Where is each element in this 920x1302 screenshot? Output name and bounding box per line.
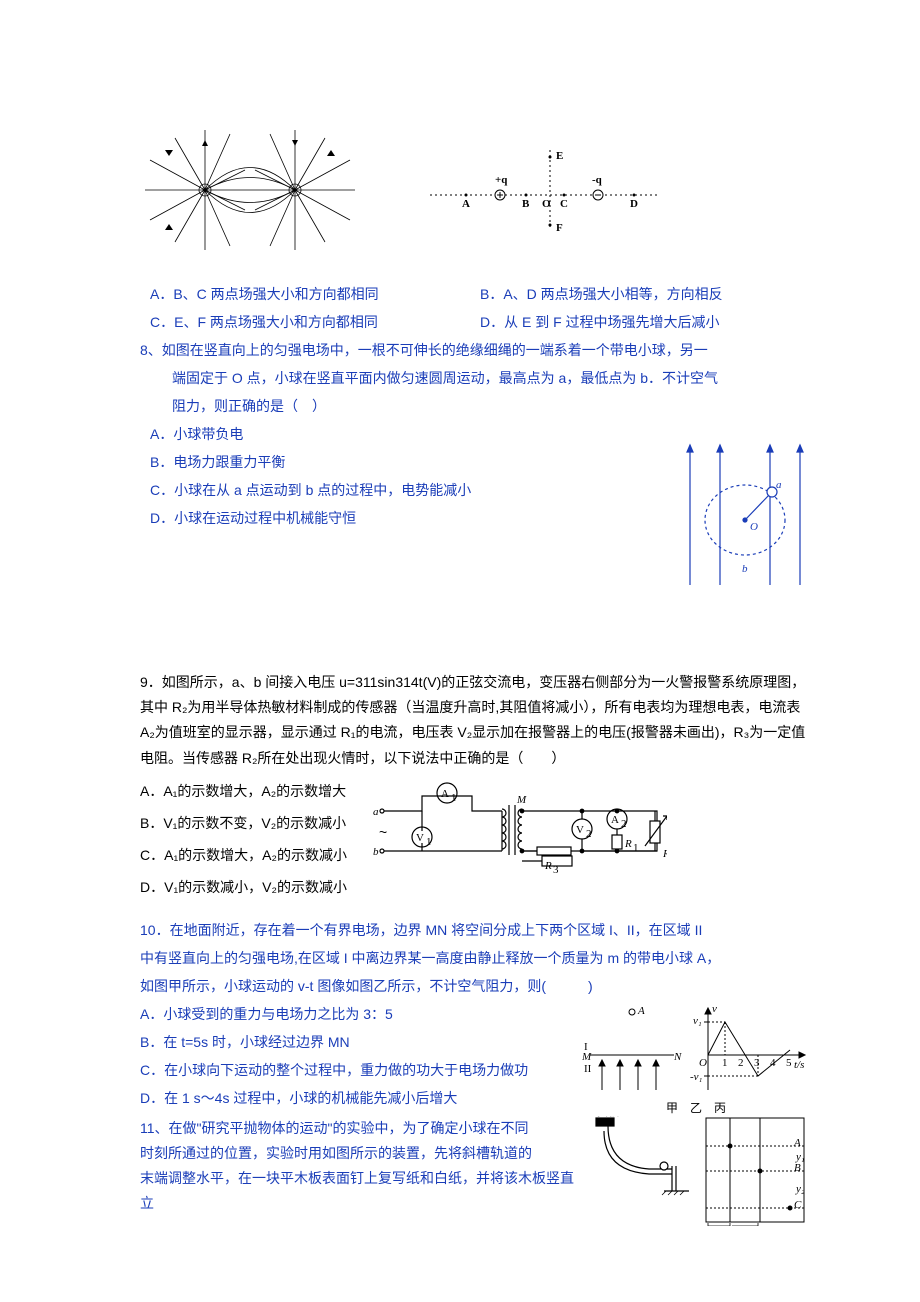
- q8-figure: a Ob: [680, 440, 810, 590]
- q10-opt-c: C．在小球向下运动的整个过程中，重力做的功大于电场力做功: [140, 1056, 562, 1084]
- q10-fig-jia: A I II M N: [582, 1000, 682, 1095]
- svg-text:y₁: y₁: [795, 1151, 805, 1163]
- q9-label: 9．: [140, 674, 162, 690]
- q10-label: 10．: [140, 922, 170, 938]
- q8-options: A．小球带负电 B．电场力跟重力平衡 C．小球在从 a 点运动到 b 点的过程中…: [150, 420, 660, 590]
- svg-text:1: 1: [722, 1057, 728, 1069]
- svg-text:-q: -q: [592, 174, 603, 186]
- svg-text:-v₁: -v₁: [690, 1071, 703, 1083]
- svg-text:A: A: [441, 788, 449, 800]
- svg-text:a: a: [776, 479, 782, 491]
- svg-text:D: D: [630, 198, 638, 210]
- svg-text:V: V: [416, 832, 424, 844]
- svg-text:3: 3: [754, 1057, 760, 1069]
- q10-options: A．小球受到的重力与电场力之比为 3：5 B．在 t=5s 时，小球经过边界 M…: [140, 1000, 562, 1116]
- svg-text:N: N: [673, 1051, 682, 1063]
- svg-text:2: 2: [738, 1057, 744, 1069]
- q11-fig-board: ABC y₁y₂ xx: [700, 1116, 810, 1226]
- svg-text:2: 2: [586, 828, 592, 840]
- svg-text:y₂: y₂: [795, 1183, 805, 1195]
- q7-opt-a: A．B、C 两点场强大小和方向都相同: [150, 280, 440, 308]
- q9-opt-d: D．V₁的示数减小，V₂的示数减小: [140, 871, 347, 903]
- q8-opt-a: A．小球带负电: [150, 420, 660, 448]
- svg-text:+q: +q: [495, 174, 508, 186]
- q8-stem: 8、如图在竖直向上的匀强电场中，一根不可伸长的绝缘细绳的一端系着一个带电小球，另…: [140, 336, 810, 420]
- q8-label: 8、: [140, 342, 162, 358]
- svg-text:4: 4: [770, 1057, 776, 1069]
- q10-caption: 甲 乙 丙: [582, 1099, 810, 1116]
- q9-opt-c: C．A₁的示数增大，A₂的示数减小: [140, 839, 347, 871]
- q8-opt-d: D．小球在运动过程中机械能守恒: [150, 504, 660, 532]
- svg-text:O: O: [750, 521, 758, 533]
- svg-text:F: F: [556, 222, 563, 234]
- svg-text:A: A: [462, 198, 470, 210]
- q7-options: A．B、C 两点场强大小和方向都相同 B．A、D 两点场强大小相等，方向相反 C…: [150, 280, 810, 336]
- q9-opt-b: B．V₁的示数不变，V₂的示数减小: [140, 807, 347, 839]
- q7-fig-field-lines: [140, 120, 360, 260]
- svg-text:B: B: [794, 1162, 801, 1174]
- svg-text:1: 1: [426, 836, 432, 848]
- svg-text:M: M: [516, 794, 527, 806]
- q9-options: A．A₁的示数增大，A₂的示数增大 B．V₁的示数不变，V₂的示数减小 C．A₁…: [140, 775, 347, 904]
- svg-text:II: II: [584, 1063, 592, 1075]
- svg-text:1: 1: [633, 842, 639, 854]
- q10-figures: A I II M N: [582, 1000, 810, 1116]
- q10-stem: 10．在地面附近，存在着一个有界电场，边界 MN 将空间分成上下两个区域 I、I…: [140, 916, 810, 1000]
- svg-text:3: 3: [553, 864, 559, 876]
- svg-text:R: R: [624, 838, 632, 850]
- q7-opt-c: C．E、F 两点场强大小和方向都相同: [150, 308, 440, 336]
- q10-fig-yi: v t/s v₁ -v₁ O 12345: [690, 1000, 810, 1095]
- q8-opt-c: C．小球在从 a 点运动到 b 点的过程中，电势能减小: [150, 476, 660, 504]
- svg-text:5: 5: [786, 1057, 792, 1069]
- svg-text:1: 1: [451, 792, 457, 804]
- svg-text:M: M: [582, 1051, 592, 1063]
- svg-text:O: O: [542, 198, 551, 210]
- q10-opt-a: A．小球受到的重力与电场力之比为 3：5: [140, 1000, 562, 1028]
- q9-opt-a: A．A₁的示数增大，A₂的示数增大: [140, 775, 347, 807]
- svg-text:b: b: [373, 846, 379, 858]
- svg-text:a: a: [373, 806, 379, 818]
- svg-text:B: B: [522, 198, 530, 210]
- svg-text:v: v: [712, 1003, 717, 1015]
- svg-text:t/s: t/s: [794, 1059, 804, 1071]
- svg-text:C: C: [794, 1199, 802, 1211]
- q11-stem: 11、在做"研究平抛物体的运动"的实验中，为了确定小球在不同 时刻所通过的位置，…: [140, 1116, 574, 1226]
- q9-stem: 9．如图所示，a、b 间接入电压 u=311sin314t(V)的正弦交流电，变…: [140, 670, 810, 771]
- q7-opt-d: D．从 E 到 F 过程中场强先增大后减小: [480, 308, 770, 336]
- svg-text:v₁: v₁: [693, 1015, 702, 1027]
- svg-text:V: V: [576, 824, 584, 836]
- svg-text:C: C: [560, 198, 568, 210]
- svg-text:A: A: [793, 1137, 801, 1149]
- svg-text:E: E: [556, 150, 563, 162]
- svg-text:挡板: 挡板: [597, 1116, 619, 1118]
- svg-text:A: A: [637, 1005, 645, 1017]
- q7-figures: +q -q A BOC D E F: [140, 120, 810, 260]
- svg-text:O: O: [699, 1057, 707, 1069]
- svg-text:b: b: [742, 563, 748, 575]
- q10-opt-b: B．在 t=5s 时，小球经过边界 MN: [140, 1028, 562, 1056]
- q11-figures: 挡板 ABC y₁y₂ xx: [594, 1116, 810, 1226]
- q7-fig-axis: +q -q A BOC D E F: [430, 145, 660, 235]
- svg-text:R: R: [662, 848, 667, 860]
- q8-opt-b: B．电场力跟重力平衡: [150, 448, 660, 476]
- svg-text:~: ~: [379, 824, 387, 840]
- q9-circuit: A1 V1 a b ~ M R3 V: [367, 771, 667, 881]
- svg-text:2: 2: [621, 818, 627, 830]
- q7-opt-b: B．A、D 两点场强大小相等，方向相反: [480, 280, 770, 308]
- q11-fig-ramp: 挡板: [594, 1116, 694, 1196]
- q11-label: 11、: [140, 1120, 169, 1136]
- svg-text:A: A: [611, 814, 619, 826]
- svg-text:R: R: [544, 860, 552, 872]
- q10-opt-d: D．在 1 s～4s 过程中，小球的机械能先减小后增大: [140, 1084, 562, 1112]
